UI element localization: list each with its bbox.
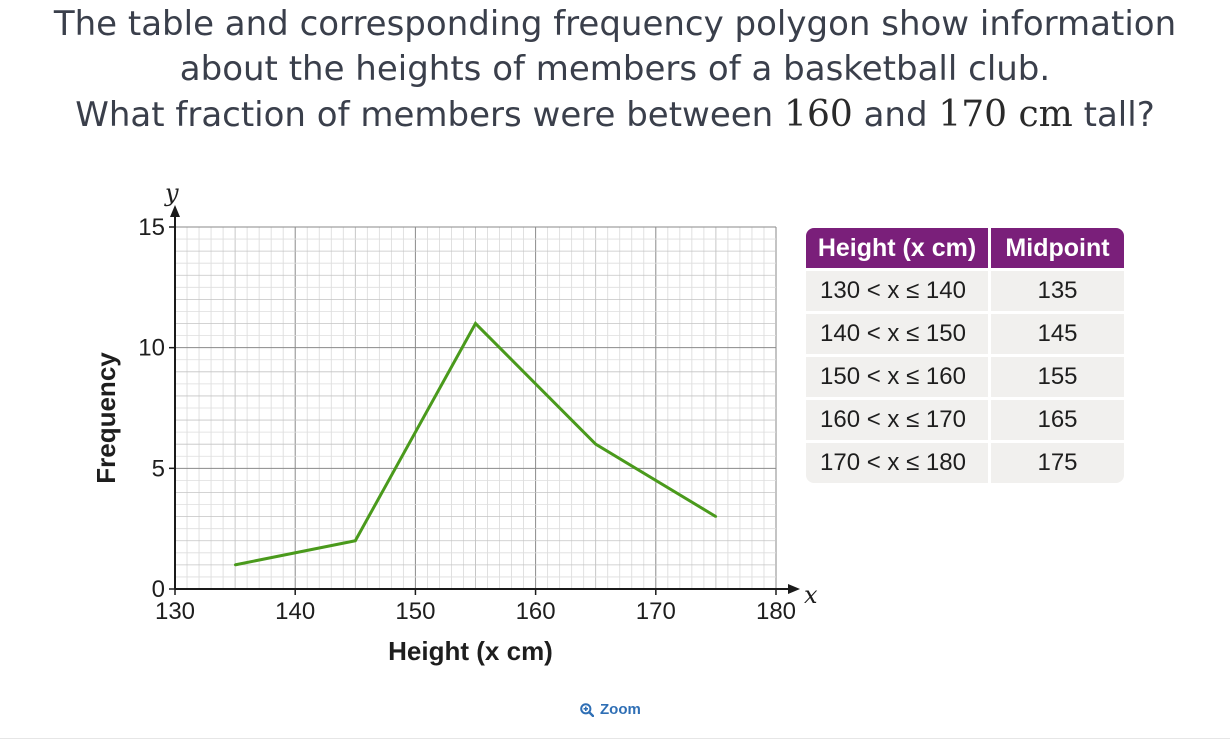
table-cell-range: 160 < x ≤ 170 (806, 397, 991, 440)
y-tick-label: 0 (152, 576, 165, 603)
table-cell-range: 130 < x ≤ 140 (806, 268, 991, 311)
table-row: 150 < x ≤ 160 155 (806, 354, 1124, 397)
data-point (354, 539, 357, 542)
math-160: 160 (784, 94, 853, 135)
table-cell-midpoint: 165 (991, 397, 1124, 440)
question-text: The table and corresponding frequency po… (0, 2, 1230, 138)
x-tick-label: 160 (516, 598, 556, 625)
math-170cm: 170 cm (938, 94, 1073, 135)
x-axis-symbol: x (804, 581, 818, 609)
frequency-polygon-chart: 130 140 150 160 170 180 0 5 10 15 x y Height (x cm) F… (91, 180, 818, 666)
question-line-1: The table and corresponding frequency po… (53, 4, 1177, 44)
zoom-label: Zoom (600, 701, 641, 718)
x-axis-arrow (788, 584, 800, 594)
table-header-midpoint: Midpoint (991, 228, 1124, 268)
y-tick-label: 15 (138, 214, 165, 241)
table-cell-midpoint: 135 (991, 268, 1124, 311)
x-tick-label: 130 (155, 598, 195, 625)
table-cell-midpoint: 155 (991, 354, 1124, 397)
height-table: Height (x cm) Midpoint 130 < x ≤ 140 135 1… (806, 228, 1124, 483)
x-tick-label: 170 (636, 598, 676, 625)
table-cell-range: 170 < x ≤ 180 (806, 440, 991, 483)
y-axis-symbol: y (164, 180, 179, 207)
zoom-button[interactable]: Zoom (580, 701, 641, 718)
y-axis-title: Frequency (91, 352, 121, 484)
x-tick-label: 180 (756, 598, 796, 625)
data-point (474, 322, 477, 325)
table-cell-range: 150 < x ≤ 160 (806, 354, 991, 397)
data-point (233, 563, 237, 567)
table-row: 130 < x ≤ 140 135 (806, 268, 1124, 311)
x-axis-title: Height (x cm) (388, 636, 553, 666)
table-header-height: Height (x cm) (806, 228, 991, 268)
zoom-in-icon (580, 702, 594, 717)
table-row: 160 < x ≤ 170 165 (806, 397, 1124, 440)
question-line-2: about the heights of members of a basket… (179, 49, 1051, 89)
table-header-height-label: Height (x cm) (817, 233, 977, 262)
bottom-divider (0, 738, 1230, 739)
y-axis-arrow (170, 205, 180, 217)
y-tick-label: 10 (138, 335, 165, 362)
question-line-3: What fraction of members were between 16… (75, 94, 1155, 135)
data-point (594, 443, 597, 446)
table-cell-range: 140 < x ≤ 150 (806, 311, 991, 354)
x-tick-label: 140 (275, 598, 315, 625)
table-cell-midpoint: 145 (991, 311, 1124, 354)
table-cell-midpoint: 175 (991, 440, 1124, 483)
table-row: 170 < x ≤ 180 175 (806, 440, 1124, 483)
table-row: 140 < x ≤ 150 145 (806, 311, 1124, 354)
y-tick-label: 5 (152, 455, 165, 482)
data-point (714, 515, 718, 518)
x-tick-label: 150 (395, 598, 435, 625)
